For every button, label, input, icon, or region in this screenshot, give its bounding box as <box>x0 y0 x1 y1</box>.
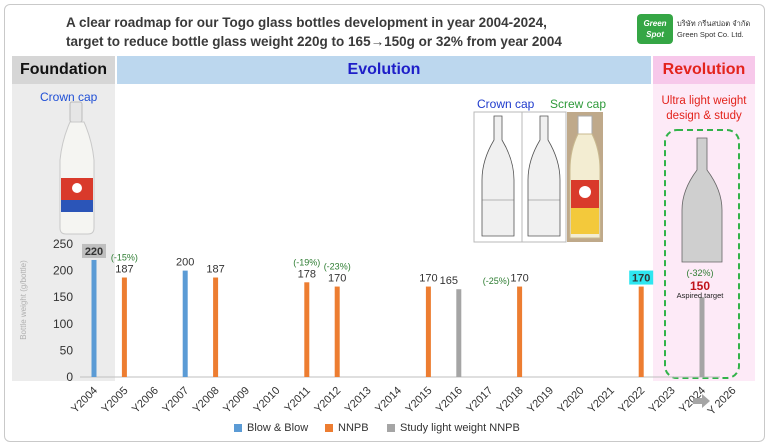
x-tick-label: Y2018 <box>495 385 526 416</box>
arrow-right-icon <box>693 394 710 408</box>
x-tick-label: Y2019 <box>525 385 556 416</box>
data-label: 170 <box>632 273 650 285</box>
logo-thai-text: บริษัท กรีนสปอต จำกัด <box>677 19 751 28</box>
logo-badge: Green Spot <box>637 14 673 44</box>
legend-swatch-gray <box>387 424 395 432</box>
bar-study-light-weight-nnpb <box>456 289 462 377</box>
x-tick-label: Y2012 <box>312 385 343 416</box>
pct-label: (-25%) <box>483 276 510 286</box>
aspired-value-label: 150 <box>690 279 710 293</box>
legend-swatch-blue <box>234 424 242 432</box>
crown-cap-drawing-1-icon <box>473 111 523 243</box>
legend-label-nnpb: NNPB <box>338 422 369 434</box>
legend-label-blow-blow: Blow & Blow <box>247 422 309 434</box>
revolution-band: Revolution <box>653 56 755 84</box>
x-tick-label: Y2009 <box>221 385 252 416</box>
crown-cap-label-left: Crown cap <box>40 90 98 104</box>
data-label: 200 <box>176 257 194 269</box>
x-tick-label: Y2017 <box>464 385 495 416</box>
data-label: 220 <box>85 246 103 258</box>
x-tick-label: Y2013 <box>343 385 374 416</box>
crown-cap-label-mid: Crown cap <box>477 97 535 111</box>
x-tick-label: Y2023 <box>647 385 678 416</box>
title-line-2: target to reduce bottle glass weight 220… <box>66 34 562 49</box>
y-tick-label: 0 <box>66 370 73 384</box>
aspired-pct-label: (-32%) <box>686 268 713 278</box>
x-tick-label: Y2016 <box>434 385 465 416</box>
y-tick-label: 200 <box>53 264 73 278</box>
bar-nnpb <box>334 286 340 377</box>
legend-study: Study light weight NNPB <box>387 421 520 435</box>
y-tick-label: 250 <box>53 237 73 251</box>
ultra-light-bottle-drawing-icon <box>664 129 740 379</box>
foundation-band: Foundation <box>12 56 115 84</box>
legend-swatch-orange <box>325 424 333 432</box>
x-tick-label: Y2021 <box>586 385 617 416</box>
x-tick-label: Y2020 <box>556 385 587 416</box>
bar-blow-blow <box>91 259 97 377</box>
legend-label-study: Study light weight NNPB <box>400 422 520 434</box>
x-tick-label: Y2007 <box>160 385 191 416</box>
legend-blow-blow: Blow & Blow <box>234 421 308 435</box>
togo-bottle-photo-icon <box>59 101 95 235</box>
bar-nnpb <box>517 286 523 377</box>
data-label: 187 <box>115 264 133 276</box>
logo-english-text: Green Spot Co. Ltd. <box>677 30 744 39</box>
data-label: 170 <box>419 273 437 285</box>
x-tick-label: Y2011 <box>283 385 313 415</box>
legend-nnpb: NNPB <box>325 421 369 435</box>
data-label: 165 <box>440 275 458 287</box>
x-tick-label: Y2008 <box>191 385 222 416</box>
screw-cap-label: Screw cap <box>550 97 607 111</box>
x-tick-label: Y2022 <box>616 385 647 416</box>
screw-cap-bottle-photo-icon <box>567 112 603 242</box>
title-line-1: A clear roadmap for our Togo glass bottl… <box>66 15 547 30</box>
data-label: 178 <box>298 268 316 280</box>
bar-blow-blow <box>182 270 188 377</box>
bar-nnpb <box>425 286 431 377</box>
bar-study-light-weight-nnpb <box>699 297 705 377</box>
aspired-target-label: Aspired target <box>677 291 725 300</box>
x-tick-label: Y2004 <box>69 385 100 416</box>
pct-label: (-23%) <box>324 262 351 272</box>
x-tick-label: Y 2026 <box>706 385 739 418</box>
data-label-bg <box>82 243 106 258</box>
data-label: 170 <box>328 273 346 285</box>
x-tick-label: Y2005 <box>100 385 131 416</box>
bar-nnpb <box>213 277 219 377</box>
crown-cap-drawing-2-icon <box>521 111 567 243</box>
green-spot-logo: Green Spot บริษัท กรีนสปอต จำกัด Green S… <box>637 14 757 48</box>
revolution-note: Ultra light weight design & study <box>661 95 747 122</box>
y-tick-label: 150 <box>53 290 73 304</box>
bar-nnpb <box>121 277 127 377</box>
y-tick-label: 100 <box>53 317 73 331</box>
pct-label: (-19%) <box>293 257 320 267</box>
y-axis-label: Bottle weight (g/bottle) <box>19 260 28 340</box>
data-label: 170 <box>510 273 528 285</box>
pct-label: (-15%) <box>111 253 138 263</box>
y-tick-label: 50 <box>60 343 74 357</box>
evolution-band: Evolution <box>117 56 651 84</box>
bar-nnpb <box>304 282 310 377</box>
bar-nnpb <box>638 286 644 377</box>
x-tick-label: Y2006 <box>130 385 161 416</box>
x-tick-label: Y2014 <box>373 385 404 416</box>
data-label: 187 <box>206 264 224 276</box>
x-tick-label: Y2010 <box>252 385 283 416</box>
data-label-highlight <box>629 270 654 285</box>
x-tick-label: Y2015 <box>404 385 435 416</box>
